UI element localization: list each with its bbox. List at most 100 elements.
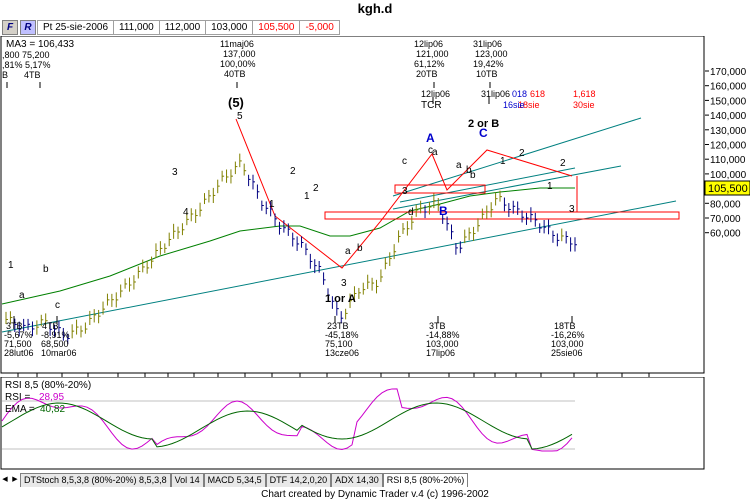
last-price-label: 105,500 xyxy=(708,183,748,195)
rsi-value: 28,95 xyxy=(39,392,64,403)
bottom-note-5c: 103,000 xyxy=(551,339,584,349)
price-axis-label: 100,000 xyxy=(710,170,747,181)
price-axis-label: 70,000 xyxy=(710,214,741,225)
bottom-note-2b: -8,91% xyxy=(41,330,70,340)
wave-count-label: c xyxy=(428,145,433,156)
ma-line xyxy=(1,187,575,305)
trend-line-channel-low xyxy=(399,167,576,203)
bottom-note-4d: 17lip06 xyxy=(426,348,455,358)
target-box-main xyxy=(324,211,680,220)
price-axis-label: 150,000 xyxy=(710,96,747,107)
tab-indicator[interactable]: RSI 8,5 (80%-20%) xyxy=(382,473,469,487)
wave-zigzag xyxy=(235,118,573,269)
wave-count-label: 4 xyxy=(183,207,189,218)
price-chart[interactable]: 170,000160,000150,000140,000130,000120,0… xyxy=(0,36,750,431)
r-button[interactable]: R xyxy=(20,19,36,35)
bottom-note-2c: 68,500 xyxy=(41,339,69,349)
projection-1-value: 1,618 xyxy=(573,89,596,99)
bottom-note-4b: -14,88% xyxy=(426,330,460,340)
top-note-3d: 10TB xyxy=(476,69,498,79)
top-left-note-1: ,800 75,200 xyxy=(2,50,50,60)
wave-label-1-or-a: 1 or A xyxy=(325,293,356,305)
top-note-3c: 19,42% xyxy=(473,59,504,69)
tab-scroll-left[interactable]: ◀ xyxy=(2,476,8,483)
price-axis-label: 130,000 xyxy=(710,126,747,137)
low-cell: 103,000 xyxy=(205,19,254,35)
bottom-note-4c: 103,000 xyxy=(426,339,459,349)
bottom-note-4a: 3TB xyxy=(429,321,446,331)
top-note-1c: 100,00% xyxy=(220,59,256,69)
f-button[interactable]: F xyxy=(2,19,18,35)
projection-3-value: 018 xyxy=(512,89,527,99)
rsi-line xyxy=(1,388,573,452)
wave-count-label: 1 xyxy=(304,191,310,202)
top-left-note-4: 4TB xyxy=(24,70,41,80)
top-note-3a: 31lip06 xyxy=(473,39,502,49)
footer-credit: Chart created by Dynamic Trader v.4 (c) … xyxy=(261,489,489,500)
projection-2-value: 618 xyxy=(530,89,545,99)
top-note-1b: 137,000 xyxy=(223,49,256,59)
ema-value: 40,82 xyxy=(40,404,65,415)
wave-count-label: 2 xyxy=(560,158,566,169)
top-note-2d: 20TB xyxy=(416,69,438,79)
bottom-note-5d: 25sie06 xyxy=(551,348,583,358)
bottom-note-3b: -45,18% xyxy=(325,330,359,340)
trend-line-channel-mid xyxy=(392,165,622,210)
bottom-note-3d: 13cze06 xyxy=(325,348,359,358)
high-cell: 112,000 xyxy=(158,19,207,35)
bottom-note-1a: 3TB xyxy=(6,321,23,331)
tab-indicator[interactable]: Vol 14 xyxy=(170,473,204,487)
wave-label-2-or-b: 2 or B xyxy=(468,118,499,130)
wave-count-label: 3 xyxy=(402,186,408,197)
rsi-title: RSI 8,5 (80%-20%) xyxy=(5,380,91,391)
wave-count-label: a xyxy=(456,160,462,171)
ema-value-label: EMA = xyxy=(5,404,35,415)
wave-count-label: 1 xyxy=(500,156,506,167)
price-axis-label: 170,000 xyxy=(710,67,747,78)
wave-count-label: 5 xyxy=(237,111,243,122)
wave-label-a: A xyxy=(426,131,435,145)
top-left-note-3: B xyxy=(2,70,8,80)
wave-count-label: a xyxy=(345,246,351,257)
wave-label-b: B xyxy=(439,204,448,218)
wave-label-5: (5) xyxy=(228,95,244,110)
wave-count-label: b xyxy=(357,243,363,254)
bottom-note-5a: 18TB xyxy=(554,321,576,331)
tab-indicator[interactable]: DTStoch 8,5,3,8 (80%-20%) 8,5,3,8 xyxy=(20,473,171,487)
top-note-2c: 61,12% xyxy=(414,59,445,69)
wave-count-label: 2 xyxy=(519,148,525,159)
bottom-note-1c: 71,500 xyxy=(4,339,32,349)
ma-label: MA3 = 106,433 xyxy=(6,39,75,50)
tcr-label: TCR xyxy=(421,100,442,111)
bottom-note-3c: 75,100 xyxy=(325,339,353,349)
wave-count-label: a xyxy=(19,290,25,301)
price-axis-label: 60,000 xyxy=(710,229,741,240)
price-axis-label: 160,000 xyxy=(710,82,747,93)
tab-indicator[interactable]: DTF 14,2,0,20 xyxy=(265,473,332,487)
top-note-2a: 12lip06 xyxy=(414,39,443,49)
price-axis-label: 110,000 xyxy=(710,155,746,166)
last-price-tag xyxy=(704,180,750,196)
bottom-note-3a: 23TB xyxy=(327,321,349,331)
target-box-left xyxy=(394,184,486,194)
projection-3-date: 16sie xyxy=(503,100,525,110)
tab-indicator[interactable]: ADX 14,30 xyxy=(331,473,383,487)
rsi-panel[interactable]: RSI 8,5 (80%-20%) RSI = 28,95 EMA = 40,8… xyxy=(0,377,750,470)
wave-count-label: 3 xyxy=(341,278,347,289)
tab-indicator[interactable]: MACD 5,34,5 xyxy=(203,473,266,487)
tab-scroll-right[interactable]: ▶ xyxy=(12,476,18,483)
wave-count-label: b xyxy=(43,264,49,275)
top-note-1d: 40TB xyxy=(224,69,246,79)
bottom-note-2d: 10mar06 xyxy=(41,348,77,358)
ema-line xyxy=(1,402,573,450)
wave-count-label: c xyxy=(402,156,407,167)
price-axis-label: 140,000 xyxy=(710,111,747,122)
change-cell: -5,000 xyxy=(299,19,340,35)
wave-count-label: 3 xyxy=(172,167,178,178)
wave-count-label: c xyxy=(55,300,60,311)
projection-1-date: 30sie xyxy=(573,100,595,110)
price-axis-label: 120,000 xyxy=(710,141,747,152)
wave-count-label: b xyxy=(466,165,472,176)
bottom-note-1b: -5,67% xyxy=(4,330,33,340)
projection-2-date: 18sie xyxy=(518,100,540,110)
